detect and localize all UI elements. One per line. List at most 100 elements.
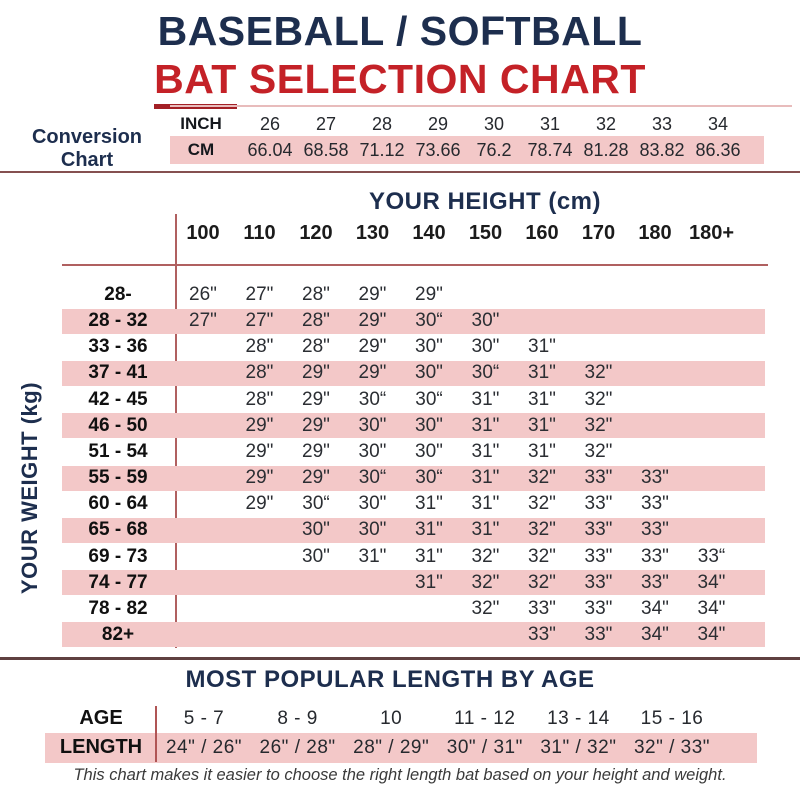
bat-length-cell: 32" (584, 388, 613, 410)
height-column-header: 130 (355, 222, 390, 244)
bat-length-cell: 31" (471, 440, 500, 462)
bat-length-cell: 31" (528, 440, 556, 462)
height-column-headers: 100 110 120 130 140 150 160 170 180 180+ (0, 222, 800, 248)
bat-length-cell: 30" (471, 336, 500, 358)
height-column-header: 110 (243, 222, 276, 244)
bat-length-cell: 30" (415, 362, 443, 384)
age-range-value: 8 - 9 (277, 708, 318, 729)
bat-length-cell: 29" (358, 362, 387, 384)
weight-range-label: 42 - 45 (88, 388, 148, 410)
cm-row-header: CM (187, 140, 215, 159)
bat-length-cell: 29" (302, 467, 330, 489)
bat-length-cell: 33" (584, 623, 613, 645)
bat-length-cell: 33" (584, 467, 613, 489)
bat-length-cell: 31" (528, 388, 556, 410)
height-column-header: 180+ (688, 222, 735, 244)
bat-length-cell: 31" (415, 519, 443, 541)
popular-length-value: 32" / 33" (633, 737, 711, 758)
bat-length-cell: 30" (358, 493, 387, 515)
age-range-value: 13 - 14 (547, 708, 610, 729)
bat-length-cell: 30“ (415, 310, 443, 332)
bat-length-cell: 29" (415, 284, 443, 305)
inch-value: 27 (315, 114, 337, 134)
bat-length-cell: 33" (528, 597, 556, 619)
bat-length-cell: 31" (471, 519, 500, 541)
weight-range-label: 74 - 77 (88, 571, 148, 593)
bat-length-cell: 28" (245, 388, 274, 410)
bat-length-cell: 29" (358, 284, 387, 305)
bat-length-cell: 33" (641, 493, 669, 515)
age-range-value: 11 - 12 (454, 708, 516, 729)
bat-length-cell: 27" (245, 284, 274, 305)
weight-row: 60 - 64 29" 30“ 30" 31" 31" 32" 33" 33" (0, 491, 800, 517)
bat-length-cell: 29" (245, 467, 274, 489)
bat-length-cell: 30" (358, 519, 387, 541)
bat-length-cell: 32" (528, 545, 556, 567)
weight-row: 65 - 68 30" 30" 31" 31" 32" 33" 33" (0, 517, 800, 543)
conversion-top-border (170, 105, 792, 107)
cm-value: 71.12 (359, 140, 405, 160)
bat-length-cell: 30" (415, 414, 443, 436)
weight-row: 46 - 50 29" 29" 30" 30" 31" 31" 32" (0, 413, 800, 439)
bat-length-cell: 30" (302, 519, 330, 541)
bat-length-cell: 31" (528, 414, 556, 436)
age-range-value: 5 - 7 (183, 708, 225, 729)
cm-value: 78.74 (527, 140, 573, 160)
popular-length-value: 24" / 26" (165, 737, 243, 758)
age-range-value: 10 (380, 708, 403, 729)
length-row: LENGTH 24" / 26" 26" / 28" 28" / 29" 30" / … (0, 733, 800, 762)
bat-length-cell: 27" (245, 310, 274, 332)
table-horizontal-rule (62, 264, 768, 266)
bat-length-cell: 33" (584, 545, 613, 567)
weight-row: 82+ 33" 33" 34" 34" (0, 622, 800, 648)
bat-length-cell: 29" (245, 414, 274, 436)
bat-length-cell: 32" (471, 571, 500, 593)
age-chart-title: MOST POPULAR LENGTH BY AGE (185, 666, 595, 693)
bat-length-cell: 29" (302, 388, 330, 410)
bat-length-cell: 28" (302, 310, 330, 332)
bat-length-cell: 32" (471, 545, 500, 567)
weight-range-label: 55 - 59 (88, 467, 148, 489)
weight-row: 33 - 36 28" 28" 29" 30" 30" 31" (0, 334, 800, 360)
bat-length-cell: 28" (302, 284, 330, 305)
height-column-header: 170 (581, 222, 616, 244)
cm-value: 86.36 (695, 140, 741, 160)
footer-note: This chart makes it easier to choose the… (73, 766, 727, 784)
conversion-chart-label: Conversion Chart (31, 126, 143, 171)
bat-length-cell: 32" (528, 571, 556, 593)
bat-underlined-word: BAT (154, 56, 237, 109)
bat-length-cell: 32" (528, 519, 556, 541)
cm-value: 68.58 (303, 140, 349, 160)
bat-length-cell: 29" (358, 310, 387, 332)
bat-length-cell: 27" (189, 310, 217, 332)
bat-length-cell: 30“ (358, 467, 387, 489)
bat-length-cell: 34" (697, 597, 726, 619)
bat-length-cell: 30" (302, 545, 330, 567)
bat-length-cell: 33" (641, 545, 669, 567)
popular-length-value: 26" / 28" (259, 737, 336, 758)
weight-range-label: 28- (104, 284, 132, 305)
bat-length-cell: 30" (358, 440, 387, 462)
height-column-header: 140 (412, 222, 446, 244)
weight-range-label: 69 - 73 (88, 545, 148, 567)
weight-row: 51 - 54 29" 29" 30" 30" 31" 31" 32" (0, 439, 800, 465)
weight-range-label: 78 - 82 (88, 597, 148, 619)
bat-length-cell: 28" (245, 362, 274, 384)
length-row-background (45, 733, 757, 763)
bat-length-cell: 32" (471, 597, 500, 619)
age-row: AGE 5 - 7 8 - 9 10 11 - 12 13 - 14 15 - 16 (0, 704, 800, 733)
inch-value: 28 (371, 114, 393, 134)
bat-length-cell: 26" (189, 284, 217, 305)
conversion-cm-row-background (170, 136, 764, 164)
weight-row: 55 - 59 29" 29" 30“ 30“ 31" 32" 33" 33" (0, 465, 800, 491)
bat-length-cell: 31" (528, 336, 556, 358)
popular-length-value: 28" / 29" (353, 737, 430, 758)
inch-value: 29 (427, 114, 449, 134)
inch-value: 30 (483, 114, 505, 134)
bat-length-cell: 32" (584, 440, 613, 462)
weight-range-label: 33 - 36 (88, 336, 148, 358)
cm-value: 81.28 (583, 140, 629, 160)
bat-length-cell: 33" (584, 571, 613, 593)
bat-length-cell: 30“ (358, 388, 387, 410)
